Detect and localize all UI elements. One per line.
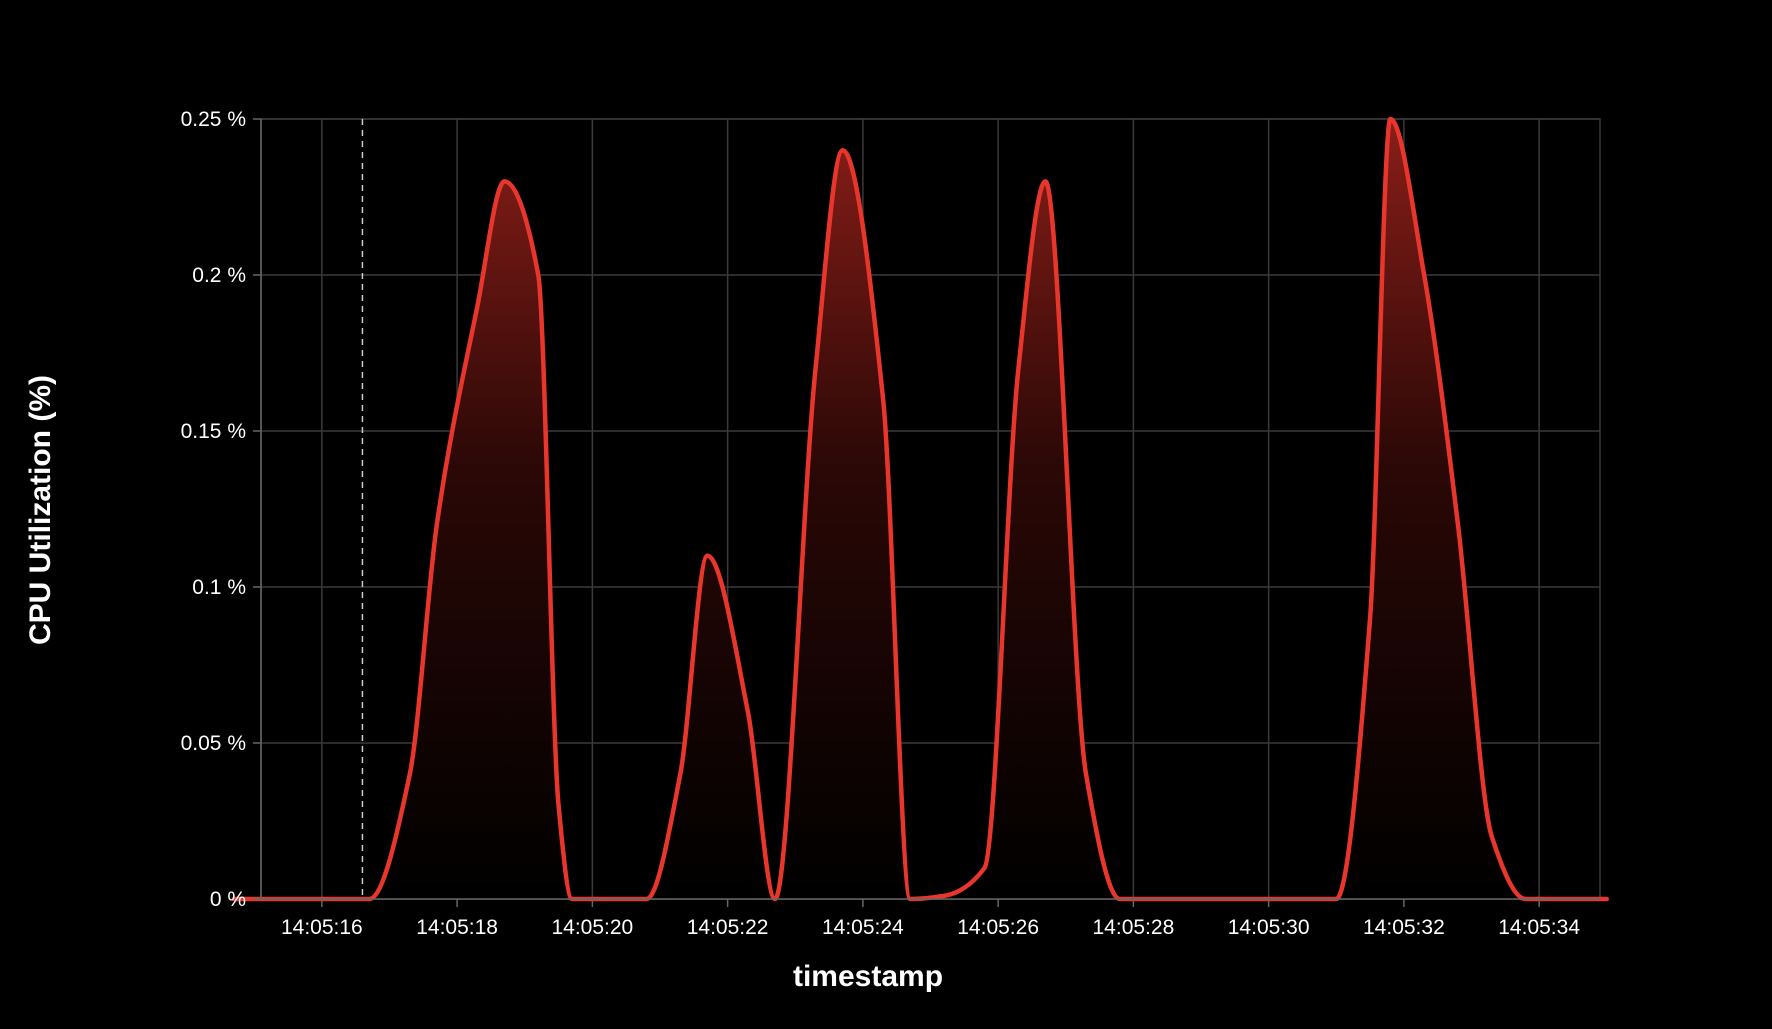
axes: [253, 118, 1600, 907]
x-tick-label: 14:05:16: [281, 916, 363, 939]
x-tick-label: 14:05:24: [822, 916, 904, 939]
series-line: [231, 116, 1610, 902]
area-fills: [233, 119, 1607, 899]
y-axis-label: CPU Utilization (%): [24, 375, 57, 645]
x-tick-label: 14:05:22: [687, 916, 769, 939]
x-tick-label: 14:05:32: [1363, 916, 1445, 939]
y-tick-label: 0 %: [210, 888, 246, 911]
x-tick-label: 14:05:20: [551, 916, 633, 939]
y-tick-label: 0.25 %: [181, 108, 246, 131]
x-axis-label: timestamp: [793, 960, 943, 993]
x-tick-label: 14:05:34: [1498, 916, 1580, 939]
y-tick-label: 0.2 %: [192, 264, 246, 287]
tick-labels: 14:05:16 14:05:18 14:05:20 14:05:22 14:05:24…: [181, 108, 1581, 939]
series-area-fill: [233, 119, 1607, 899]
x-tick-label: 14:05:30: [1228, 916, 1310, 939]
y-tick-label: 0.05 %: [181, 732, 246, 755]
x-tick-label: 14:05:28: [1093, 916, 1175, 939]
series-lines: [231, 116, 1610, 902]
x-tick-label: 14:05:26: [957, 916, 1039, 939]
y-tick-label: 0.1 %: [192, 576, 246, 599]
y-tick-label: 0.15 %: [181, 420, 246, 443]
x-tick-label: 14:05:18: [416, 916, 498, 939]
